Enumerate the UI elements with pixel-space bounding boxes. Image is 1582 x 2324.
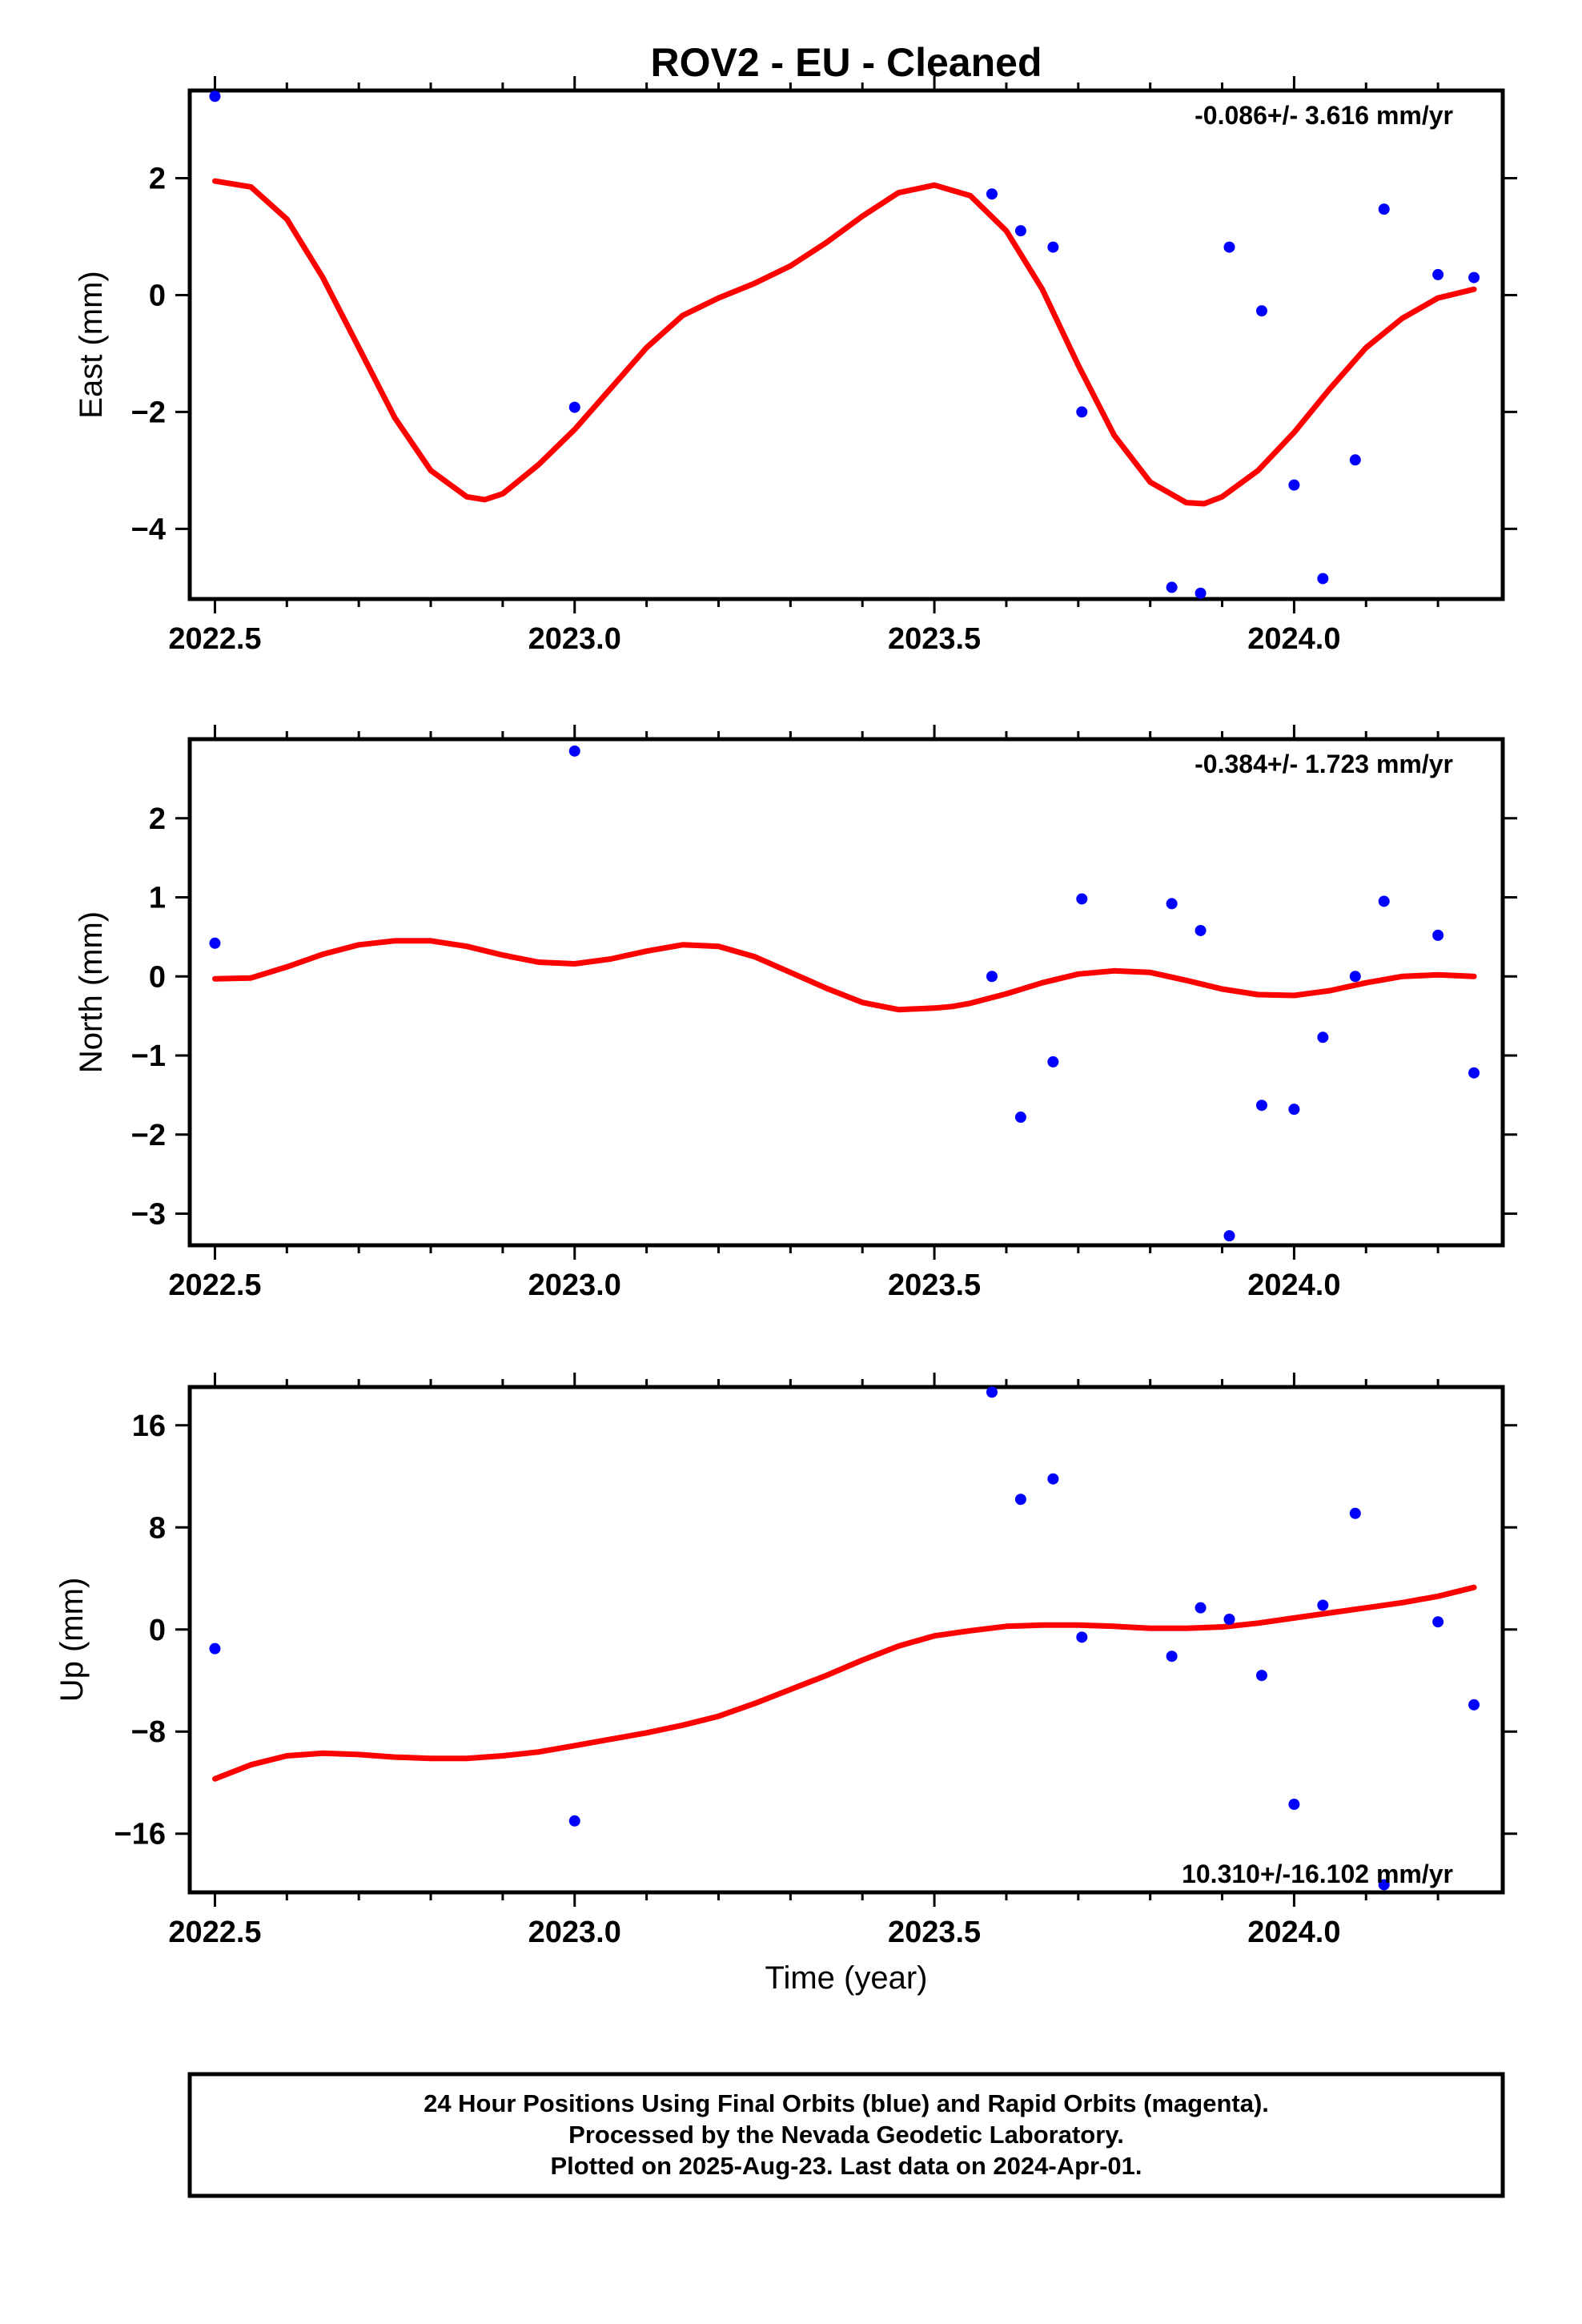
up-y-tick-label: −16 xyxy=(114,1818,166,1852)
north-panel: 2022.5 2023.0 2023.5 2024.0 −3 −2 −1 0 1 2 North (… xyxy=(74,725,1517,1302)
north-y-tick-label: 1 xyxy=(149,882,166,915)
up-x-tick-label: 2024.0 xyxy=(1247,1916,1340,1949)
north-data-point xyxy=(1432,929,1444,941)
east-data-point xyxy=(986,188,998,200)
east-data-point xyxy=(1378,203,1390,215)
east-data-point xyxy=(1047,241,1059,253)
up-data-point xyxy=(1468,1699,1480,1711)
north-data-point xyxy=(1047,1055,1059,1068)
north-data-point xyxy=(1288,1104,1300,1116)
east-x-tick-label: 2023.5 xyxy=(888,622,981,656)
east-data-point xyxy=(1014,225,1026,237)
north-data-point xyxy=(1317,1031,1329,1043)
figure-title: ROV2 - EU - Cleaned xyxy=(651,40,1042,85)
east-fit-curve xyxy=(212,178,1477,507)
up-panel: 2022.5 2023.0 2023.5 2024.0 −16 −8 0 8 16 Up (mm)… xyxy=(54,1373,1517,1949)
up-y-tick-label: 16 xyxy=(132,1409,166,1443)
east-x-tick-label: 2024.0 xyxy=(1247,622,1340,656)
north-y-tick-label: 0 xyxy=(149,960,166,994)
north-data-point xyxy=(1468,1067,1480,1079)
up-x-tick-label: 2023.5 xyxy=(888,1916,981,1949)
north-data-point xyxy=(1255,1100,1267,1112)
north-data-point xyxy=(1378,895,1390,907)
up-data-point xyxy=(209,1642,221,1655)
north-x-tick-label: 2023.0 xyxy=(528,1269,621,1302)
up-data-point xyxy=(1166,1651,1178,1663)
up-data-point xyxy=(986,1386,998,1398)
up-data-point xyxy=(1014,1494,1026,1506)
north-data-point xyxy=(209,937,221,949)
up-data-point xyxy=(1255,1670,1267,1682)
up-y-axis-label: Up (mm) xyxy=(54,1578,90,1703)
up-frame xyxy=(187,1385,1505,1895)
up-x-tick-label: 2023.0 xyxy=(528,1916,621,1949)
east-data-point xyxy=(1076,406,1088,418)
east-x-tick-label: 2023.0 xyxy=(528,622,621,656)
footer-box: 24 Hour Positions Using Final Orbits (bl… xyxy=(187,2072,1505,2198)
north-data-point xyxy=(1349,971,1361,983)
north-rate-text: -0.384+/- 1.723 mm/yr xyxy=(1195,750,1453,778)
footer-line-1: 24 Hour Positions Using Final Orbits (bl… xyxy=(424,2089,1269,2117)
east-data-point xyxy=(1255,305,1267,317)
up-fit-curve xyxy=(212,1584,1477,1782)
up-x-tick-label: 2022.5 xyxy=(168,1916,261,1949)
east-y-tick-label: −2 xyxy=(131,396,166,429)
up-data-point xyxy=(1047,1473,1059,1485)
east-x-tick-label: 2022.5 xyxy=(168,622,261,656)
up-data-point xyxy=(1349,1507,1361,1519)
up-rate-text: 10.310+/-16.102 mm/yr xyxy=(1182,1860,1453,1888)
north-x-tick-label: 2022.5 xyxy=(168,1269,261,1302)
east-data-point xyxy=(1468,271,1480,283)
up-data-point xyxy=(1076,1631,1088,1643)
east-data-point xyxy=(1432,268,1444,280)
up-y-tick-label: 8 xyxy=(149,1511,166,1545)
north-fit-curve xyxy=(212,938,1477,1013)
east-y-tick-label: −4 xyxy=(131,513,166,546)
east-rate-text: -0.086+/- 3.616 mm/yr xyxy=(1195,101,1453,130)
up-data-point xyxy=(1432,1616,1444,1628)
up-data-point xyxy=(1317,1599,1329,1611)
east-y-tick-label: 0 xyxy=(149,279,166,312)
east-panel: 2022.5 2023.0 2023.5 2024.0 −4 −2 0 2 East (mm) -… xyxy=(74,76,1517,656)
up-data-point xyxy=(1378,1879,1390,1891)
east-frame xyxy=(187,88,1505,601)
east-data-point xyxy=(1166,581,1178,593)
north-x-tick-label: 2024.0 xyxy=(1247,1269,1340,1302)
north-y-tick-label: 2 xyxy=(149,802,166,836)
north-frame xyxy=(187,737,1505,1248)
footer-line-2: Processed by the Nevada Geodetic Laborat… xyxy=(568,2121,1124,2149)
north-data-point xyxy=(986,971,998,983)
east-y-axis-label: East (mm) xyxy=(74,271,109,418)
north-data-point xyxy=(1223,1230,1235,1242)
up-y-tick-label: −8 xyxy=(131,1715,166,1749)
east-data-point xyxy=(1195,587,1207,599)
north-y-tick-label: −2 xyxy=(131,1119,166,1152)
east-y-tick-label: 2 xyxy=(149,162,166,195)
north-data-point xyxy=(1014,1112,1026,1124)
north-data-point xyxy=(1195,924,1207,936)
north-data-point xyxy=(1166,898,1178,910)
up-data-point xyxy=(1288,1799,1300,1811)
x-axis-label: Time (year) xyxy=(765,1960,928,1996)
north-y-axis-label: North (mm) xyxy=(74,911,109,1073)
east-data-point xyxy=(1223,241,1235,253)
east-data-point xyxy=(568,401,580,413)
north-data-point xyxy=(1076,893,1088,905)
east-data-point xyxy=(1349,454,1361,466)
up-data-point xyxy=(1195,1602,1207,1614)
north-y-tick-label: −1 xyxy=(131,1039,166,1073)
north-y-tick-label: −3 xyxy=(131,1198,166,1232)
footer-line-3: Plotted on 2025-Aug-23. Last data on 202… xyxy=(550,2152,1142,2180)
up-y-tick-label: 0 xyxy=(149,1614,166,1647)
east-data-point xyxy=(209,90,221,103)
north-data-point xyxy=(568,745,580,757)
up-data-point xyxy=(568,1815,580,1827)
up-data-point xyxy=(1223,1614,1235,1626)
east-data-point xyxy=(1317,573,1329,585)
east-data-point xyxy=(1288,479,1300,491)
north-x-tick-label: 2023.5 xyxy=(888,1269,981,1302)
